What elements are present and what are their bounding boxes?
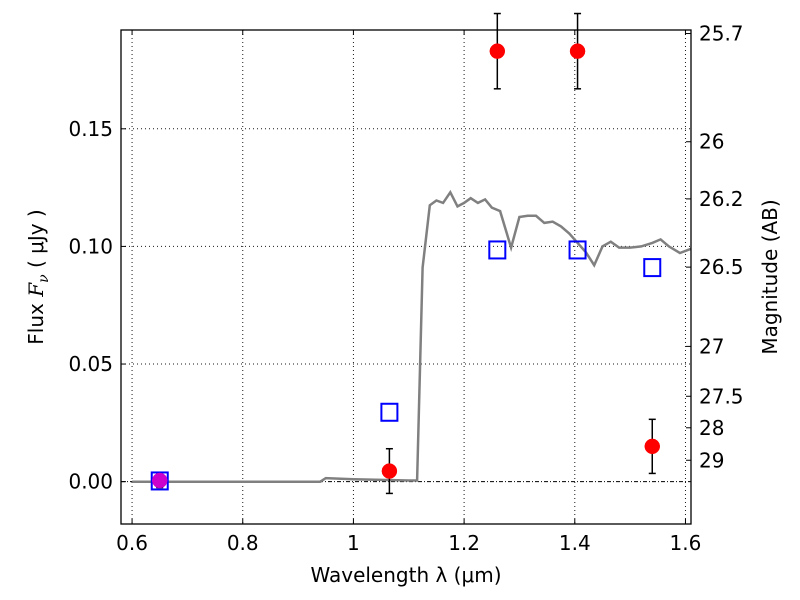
y-axis-label-prefix: Flux <box>24 297 48 345</box>
model-photometry-square <box>643 258 662 278</box>
y2-tick-label: 25.7 <box>699 22 744 46</box>
observed-flux-point <box>644 438 661 455</box>
model-photometry-square <box>488 240 507 260</box>
plot-frame <box>120 29 692 525</box>
y-axis-label-subscript: ν <box>36 274 52 283</box>
y2-tick-label: 26 <box>699 130 724 154</box>
observed-flux-point <box>489 43 506 59</box>
x-tick-label: 1 <box>347 531 360 555</box>
x-tick-label: 1.6 <box>670 531 702 555</box>
y-axis-label: Flux Fν ( μJy ) <box>24 209 52 344</box>
y2-tick-label: 28 <box>699 416 724 440</box>
y-tick-label: 0.05 <box>68 352 113 376</box>
x-tick-label: 1.4 <box>559 531 591 555</box>
y2-axis-label: Magnitude (AB) <box>758 199 782 354</box>
model-photometry-square <box>150 471 169 491</box>
data-layer <box>132 12 692 495</box>
y2-tick-label: 27.5 <box>699 384 744 408</box>
observed-flux-point <box>569 43 586 59</box>
y2-tick-label: 26.5 <box>699 255 744 279</box>
y-axis-label-symbol: F <box>24 282 48 298</box>
model-photometry-square <box>568 240 587 260</box>
y2-tick-label: 27 <box>699 334 724 358</box>
x-tick-label: 0.8 <box>227 531 259 555</box>
x-axis-label: Wavelength λ (μm) <box>310 563 501 587</box>
x-tick-label: 0.6 <box>116 531 148 555</box>
ticks: 0.6 0.8 1 1.2 1.4 1.6 0.00 0.05 0.10 0.15 25.7 26 26… <box>68 22 743 555</box>
observed-flux-point <box>151 472 168 489</box>
y2-tick-label: 26.2 <box>699 187 744 211</box>
x-tick-label: 1.2 <box>448 531 480 555</box>
y-axis-label-suffix: ( μJy ) <box>24 209 48 274</box>
model-photometry-square <box>380 402 399 422</box>
grid <box>121 30 691 524</box>
y-tick-label: 0.10 <box>68 234 113 258</box>
y-tick-label: 0.00 <box>68 470 113 494</box>
model-spectrum-line <box>132 189 692 483</box>
y2-tick-label: 29 <box>699 448 724 472</box>
observed-flux-point <box>381 463 398 479</box>
y-tick-label: 0.15 <box>68 117 113 141</box>
